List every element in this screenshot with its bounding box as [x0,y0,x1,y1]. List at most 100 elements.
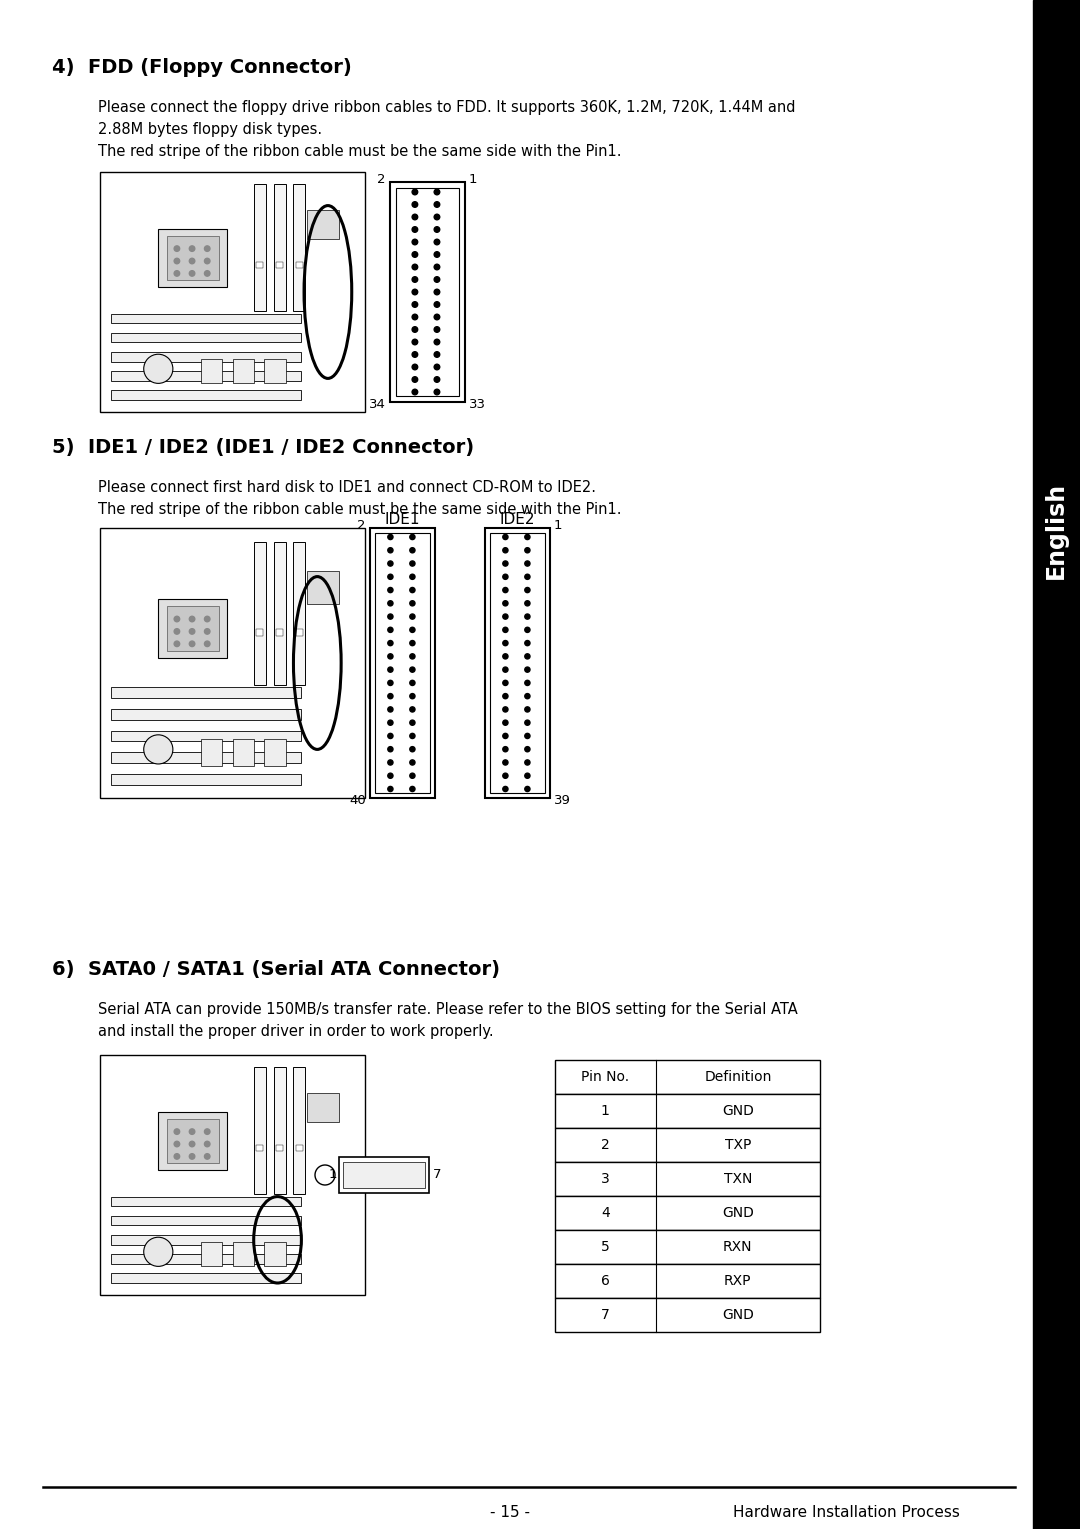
Circle shape [503,694,508,699]
Circle shape [525,667,530,673]
Circle shape [204,1141,210,1147]
Bar [256,261,262,268]
Circle shape [525,760,530,764]
Circle shape [503,547,508,553]
Text: Definition: Definition [704,1070,771,1084]
Text: and install the proper driver in order to work properly.: and install the proper driver in order t… [98,1024,494,1040]
Circle shape [174,628,179,635]
Circle shape [204,616,210,622]
Circle shape [204,1128,210,1135]
Bar [294,183,306,312]
Bar [294,1067,306,1194]
Circle shape [409,786,415,792]
Bar [273,541,285,685]
Circle shape [503,587,508,593]
Circle shape [525,786,530,792]
Circle shape [434,376,440,382]
Circle shape [525,587,530,593]
Circle shape [388,601,393,605]
Circle shape [388,774,393,778]
Bar [166,1119,219,1164]
Text: IDE2: IDE2 [500,512,536,528]
Text: RXP: RXP [724,1274,752,1287]
Bar [110,688,301,699]
Circle shape [525,627,530,633]
Text: 2.88M bytes floppy disk types.: 2.88M bytes floppy disk types. [98,122,322,138]
Text: 4)  FDD (Floppy Connector): 4) FDD (Floppy Connector) [52,58,352,76]
Circle shape [204,246,210,251]
Text: English: English [1044,482,1068,578]
Bar [276,261,283,268]
Circle shape [434,339,440,346]
Text: - 15 -: - 15 - [490,1505,530,1520]
Circle shape [388,575,393,579]
Bar [110,709,301,720]
Circle shape [388,587,393,593]
Bar [232,739,254,766]
Bar [555,1162,820,1196]
Circle shape [503,720,508,725]
Bar [555,1128,820,1162]
Circle shape [174,1154,179,1159]
Circle shape [189,628,194,635]
Circle shape [409,694,415,699]
Text: 7: 7 [600,1307,610,1323]
Circle shape [388,680,393,685]
Bar [110,1274,301,1283]
Circle shape [434,301,440,307]
Text: 5)  IDE1 / IDE2 (IDE1 / IDE2 Connector): 5) IDE1 / IDE2 (IDE1 / IDE2 Connector) [52,437,474,457]
Circle shape [388,654,393,659]
Circle shape [503,774,508,778]
Circle shape [525,575,530,579]
Circle shape [525,734,530,739]
Bar [555,1264,820,1298]
Circle shape [388,627,393,633]
Text: GND: GND [721,1206,754,1220]
Circle shape [174,1128,179,1135]
Circle shape [409,680,415,685]
Bar [110,1254,301,1264]
Circle shape [503,734,508,739]
Circle shape [525,601,530,605]
Bar [100,171,365,411]
Circle shape [413,339,418,346]
Bar [110,333,301,342]
Circle shape [174,616,179,622]
Circle shape [434,313,440,320]
Circle shape [503,786,508,792]
Circle shape [525,547,530,553]
Text: 7: 7 [433,1168,442,1182]
Text: GND: GND [721,1104,754,1118]
Text: TXN: TXN [724,1173,752,1187]
Circle shape [525,694,530,699]
Text: 2: 2 [357,518,366,532]
Circle shape [189,641,194,647]
Circle shape [409,706,415,713]
Circle shape [434,352,440,358]
Circle shape [503,561,508,566]
Circle shape [413,252,418,257]
Circle shape [434,289,440,295]
Text: The red stripe of the ribbon cable must be the same side with the Pin1.: The red stripe of the ribbon cable must … [98,502,621,517]
Text: 40: 40 [349,794,366,807]
Text: 5: 5 [600,1240,610,1254]
Circle shape [388,667,393,673]
Circle shape [525,680,530,685]
Bar [296,1145,302,1151]
Circle shape [434,214,440,220]
Circle shape [174,1141,179,1147]
Circle shape [413,364,418,370]
Circle shape [388,641,393,645]
Circle shape [413,390,418,394]
Circle shape [388,706,393,713]
Bar [1032,0,1080,1529]
Circle shape [174,246,179,251]
Bar [110,1216,301,1225]
Text: 1: 1 [328,1168,337,1182]
Text: Serial ATA can provide 150MB/s transfer rate. Please refer to the BIOS setting f: Serial ATA can provide 150MB/s transfer … [98,1001,798,1017]
Circle shape [388,746,393,752]
Circle shape [144,355,173,384]
Bar [166,605,219,651]
Circle shape [409,601,415,605]
Circle shape [409,561,415,566]
